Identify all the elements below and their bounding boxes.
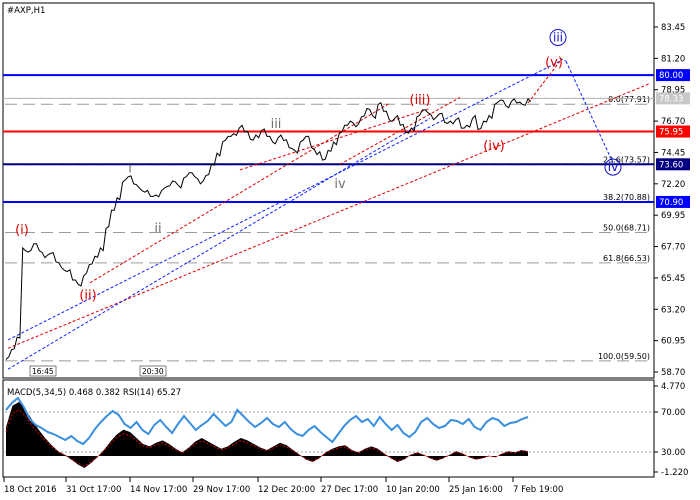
price-tick-label: 67.70 — [661, 243, 685, 253]
price-tick-label: 83.45 — [661, 23, 685, 33]
price-axis: 83.45 81.20 78.95 76.70 74.45 72.20 69.95 67.70… — [654, 23, 685, 378]
time-tick-label: 14 Nov 17:00 — [130, 485, 187, 495]
current-price-tag — [656, 92, 690, 105]
price-tick-label: 69.95 — [661, 211, 685, 221]
wave-label: iv — [334, 177, 346, 192]
wave-label: iii — [553, 30, 563, 44]
horizontal-levels: 80.00 75.95 73.60 70.90 78.33 — [3, 69, 690, 208]
wave-label: i — [128, 161, 132, 176]
blue-projection-line — [565, 60, 614, 164]
symbol-label: #AXP,H1 — [7, 6, 45, 16]
price-level-label: 70.90 — [659, 198, 683, 208]
indicator-tick-label: 30.00 — [661, 448, 685, 458]
blue-trend-line-upper — [7, 60, 561, 341]
fib-level-label: 0.0(77.91) — [608, 95, 650, 104]
price-tick-label: 76.70 — [661, 117, 685, 127]
time-tick-label: 12 Dec 20:00 — [258, 485, 315, 495]
wave-label-circle — [604, 158, 622, 176]
main-plot-frame — [2, 2, 655, 379]
macd-signal-line — [5, 409, 529, 467]
fib-level-label: 23.6(73.57) — [603, 156, 650, 165]
time-tick-label: 29 Nov 17:00 — [193, 485, 250, 495]
time-marker-label: 16:45 — [32, 367, 54, 376]
wave-label: (iii) — [410, 93, 431, 108]
time-marker-box — [29, 365, 57, 377]
wave-label: (iv) — [483, 139, 504, 154]
indicator-tick-label: 4.770 — [661, 382, 685, 392]
price-tick-label: 78.95 — [661, 86, 685, 96]
current-price-label: 78.33 — [659, 94, 683, 104]
fib-level-label: 100.0(59.50) — [598, 352, 650, 361]
price-level-tag — [656, 69, 690, 82]
price-tick-label: 81.20 — [661, 54, 685, 64]
time-marker-box — [139, 365, 167, 377]
red-channel-line-3 — [339, 96, 461, 165]
wave-label: (ii) — [79, 288, 96, 303]
price-tick-label: 60.95 — [661, 337, 685, 347]
price-level-label: 73.60 — [659, 160, 683, 170]
blue-projection-connector — [559, 57, 567, 62]
indicator-plot-frame — [2, 379, 655, 478]
price-level-tag — [656, 125, 690, 138]
indicator-tick-label: 70.00 — [661, 408, 685, 418]
price-level-tag — [656, 158, 690, 171]
time-tick-label: 18 Oct 2016 — [4, 485, 57, 495]
rsi-line — [5, 396, 529, 446]
time-tick-label: 31 Oct 17:00 — [66, 485, 121, 495]
wave-label: iii — [271, 117, 282, 132]
price-level-label: 75.95 — [659, 128, 683, 138]
time-axis: 16:45 20:30 18 Oct 2016 31 Oct 17:00 14 Nov … — [3, 365, 563, 495]
price-tick-label: 74.45 — [661, 148, 685, 158]
indicator-tick-label: -1.220 — [661, 468, 688, 478]
fibonacci-levels: 0.0(77.91) 23.6(73.57) 38.2(70.88) 50.0(68.… — [5, 95, 652, 362]
price-tick-label: 72.20 — [661, 180, 685, 190]
price-tick-label: 65.45 — [661, 274, 685, 284]
price-level-label: 80.00 — [659, 71, 683, 81]
wave-label: iv — [608, 160, 618, 174]
wave-label: (i) — [15, 223, 29, 238]
macd-histogram — [6, 402, 528, 468]
wave-label: ii — [154, 221, 161, 236]
price-level-tag — [656, 195, 690, 208]
time-tick-label: 25 Jan 16:00 — [449, 485, 503, 495]
wave-label-circle — [549, 28, 567, 46]
red-trend-line-upper — [7, 82, 651, 349]
fib-level-label: 50.0(68.71) — [603, 223, 650, 232]
red-projection-line — [527, 60, 561, 104]
blue-trend-line-lower — [7, 117, 431, 370]
price-line — [5, 97, 532, 360]
wave-label: (v) — [545, 56, 563, 71]
time-marker-label: 20:30 — [142, 367, 164, 376]
price-tick-label: 58.70 — [661, 368, 685, 378]
fib-level-label: 38.2(70.88) — [603, 193, 650, 202]
indicator-panel: 4.770 70.00 30.00 -1.220 — [5, 382, 688, 478]
time-tick-label: 27 Dec 17:00 — [321, 485, 378, 495]
indicator-title: MACD(5,34,5) 0.468 0.382 RSI(14) 65.27 — [7, 388, 181, 398]
fib-level-label: 61.8(66.53) — [603, 254, 650, 263]
time-tick-label: 7 Feb 19:00 — [513, 485, 563, 495]
price-tick-label: 63.20 — [661, 305, 685, 315]
time-tick-label: 10 Jan 20:00 — [386, 485, 440, 495]
price-series — [5, 97, 532, 360]
